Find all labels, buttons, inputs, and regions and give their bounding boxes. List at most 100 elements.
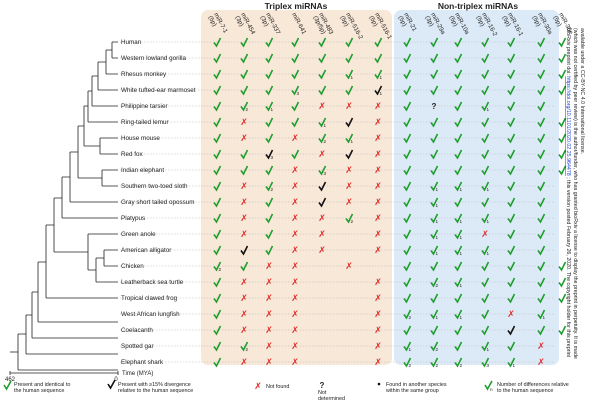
- difference-count: 2: [324, 139, 327, 144]
- x-red-icon: ✗: [291, 294, 299, 304]
- species-label: Southern two-toed sloth: [121, 183, 188, 190]
- x-red-icon: ✗: [240, 278, 248, 288]
- difference-count: 1: [487, 251, 490, 256]
- check-green-icon: [537, 261, 546, 272]
- check-green-icon: [454, 293, 463, 304]
- check-green-icon: [430, 277, 439, 288]
- check-green-icon: [454, 69, 463, 80]
- check-green-icon: [537, 69, 546, 80]
- species-label: Chicken: [121, 263, 144, 270]
- check-green-icon: [403, 181, 412, 192]
- check-green-icon: [213, 133, 222, 144]
- x-red-icon: ✗: [240, 326, 248, 336]
- check-green-icon: [265, 245, 274, 256]
- check-green-icon: [454, 277, 463, 288]
- check-green-icon: [507, 85, 516, 96]
- check-green-icon: [291, 101, 300, 112]
- difference-count: 1: [436, 219, 439, 224]
- x-red-icon: ✗: [240, 134, 248, 144]
- check-black-icon: [265, 149, 274, 160]
- check-green-icon: [507, 37, 516, 48]
- x-red-icon: ✗: [374, 182, 382, 192]
- side-note-doi-link[interactable]: https://doi.org/10.1101/2020.02.25.96447…: [565, 76, 571, 176]
- check-green-icon: [345, 53, 354, 64]
- x-red-icon: ✗: [291, 342, 299, 352]
- row-guides: [120, 41, 555, 363]
- legend-text-othergroup: Found in another species within the same…: [385, 382, 448, 394]
- legend-item-identical: Present and identical to the human seque…: [3, 380, 70, 394]
- check-green-icon: [537, 229, 546, 240]
- x-red-icon: ✗: [291, 278, 299, 288]
- check-green-icon: [430, 229, 439, 240]
- check-green-icon: [430, 213, 439, 224]
- check-green-icon: [454, 245, 463, 256]
- check-green-icon: [537, 165, 546, 176]
- check-green-icon: [318, 69, 327, 80]
- preprint-side-note: bioRxiv preprint doi: https://doi.org/10…: [565, 28, 585, 359]
- difference-count: 1: [543, 315, 546, 320]
- col-header-arm: (5p): [447, 15, 458, 28]
- check-green-icon: [481, 245, 490, 256]
- difference-count: 1: [436, 315, 439, 320]
- legend: Present and identical to the human seque…: [3, 379, 569, 400]
- check-green-icon: [291, 149, 300, 160]
- species-label: Philippine tarsier: [121, 103, 168, 110]
- check-green-icon: [454, 325, 463, 336]
- check-num-icon: [484, 380, 493, 391]
- check-green-icon: [507, 53, 516, 64]
- species-label: Human: [121, 39, 142, 46]
- difference-count: 2: [219, 267, 222, 272]
- check-green-icon: [481, 85, 490, 96]
- x-red-icon: ✗: [374, 150, 382, 160]
- check-green-icon: [265, 181, 274, 192]
- question-icon: ?: [432, 102, 437, 111]
- check-green-icon: [454, 117, 463, 128]
- difference-count: 1: [460, 251, 463, 256]
- check-green-icon: [318, 85, 327, 96]
- x-red-icon: ✗: [318, 246, 326, 256]
- check-green-icon: [537, 53, 546, 64]
- check-green-icon: [430, 69, 439, 80]
- check-green-icon: [430, 53, 439, 64]
- check-green-icon: [240, 37, 249, 48]
- side-note-line3: available under a CC-BY-NC 4.0 Internati…: [579, 28, 585, 154]
- check-green-icon: [481, 117, 490, 128]
- question-icon: ?: [320, 381, 325, 390]
- check-green-icon: [318, 165, 327, 176]
- difference-count: 2: [246, 107, 249, 112]
- x-red-icon: ✗: [374, 102, 382, 112]
- check-green-icon: [345, 133, 354, 144]
- check-green-icon: [481, 309, 490, 320]
- check-green-icon: [291, 69, 300, 80]
- x-red-icon: ✗: [291, 358, 299, 368]
- check-green-icon: [558, 165, 567, 176]
- check-green-icon: [345, 213, 354, 224]
- difference-count: 1: [460, 315, 463, 320]
- x-red-icon: ✗: [265, 358, 273, 368]
- check-green-icon: [537, 149, 546, 160]
- check-green-icon: [374, 53, 383, 64]
- check-green-icon: [481, 293, 490, 304]
- difference-count: 3: [297, 91, 300, 96]
- check-green-icon: [403, 325, 412, 336]
- side-note-line2: (which was not certified by peer review)…: [572, 28, 578, 359]
- check-green-icon: [403, 133, 412, 144]
- x-red-icon: ✗: [374, 230, 382, 240]
- check-green-icon: [454, 53, 463, 64]
- check-green-icon: [558, 53, 567, 64]
- time-axis-label: Time (MYA): [122, 371, 153, 377]
- check-black-icon: [507, 325, 516, 336]
- check-green-icon: [240, 165, 249, 176]
- check-green-icon: [265, 117, 274, 128]
- check-green-icon: [403, 85, 412, 96]
- check-green-icon: [265, 53, 274, 64]
- check-green-icon: [537, 133, 546, 144]
- species-label: House mouse: [121, 135, 160, 142]
- difference-count: 1: [409, 347, 412, 352]
- x-red-icon: ✗: [265, 294, 273, 304]
- check-green-icon: [454, 101, 463, 112]
- check-green-icon: [213, 325, 222, 336]
- check-green-icon: [507, 197, 516, 208]
- difference-count: 1: [436, 187, 439, 192]
- legend-item-notfound: ✗ Not found: [254, 382, 289, 392]
